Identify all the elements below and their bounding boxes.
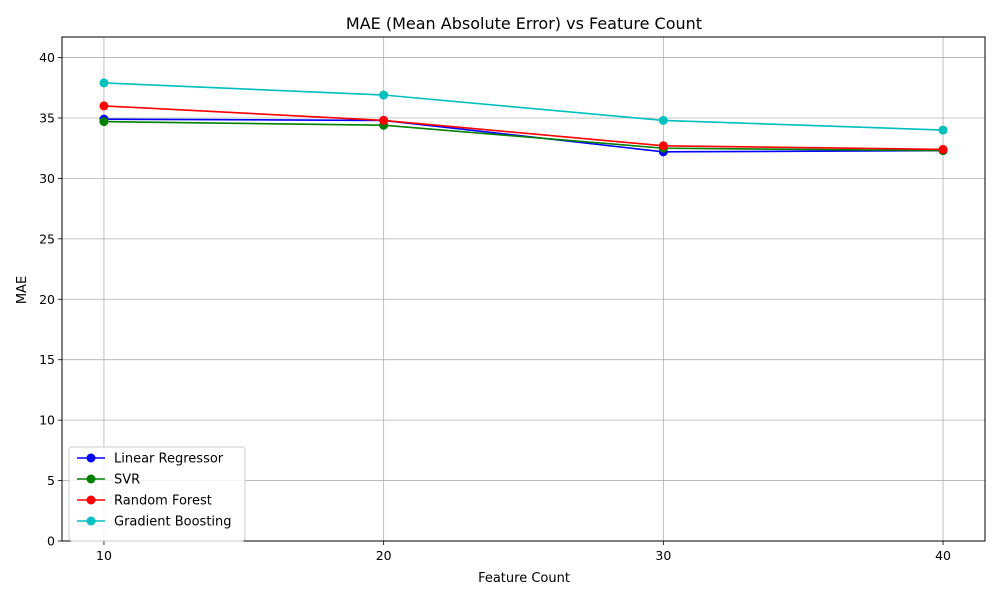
y-tick-label: 0 [47, 534, 55, 549]
series-svr [99, 117, 948, 156]
data-point-random-forest [379, 115, 389, 125]
y-tick-label: 5 [47, 473, 55, 488]
legend-item: Linear Regressor [77, 452, 224, 467]
series-line-random-forest [103, 105, 944, 151]
data-point-gradient-boosting [938, 125, 948, 135]
legend-swatch-marker [86, 453, 96, 463]
y-tick-label: 20 [39, 292, 55, 307]
data-point-gradient-boosting [379, 90, 389, 100]
series-line-gradient-boosting [103, 82, 944, 131]
series-line-linear-regressor [103, 118, 944, 153]
legend-item: Gradient Boosting [77, 515, 232, 530]
x-tick-label: 10 [96, 548, 112, 563]
data-point-gradient-boosting [658, 115, 668, 125]
legend-item: Random Forest [77, 494, 212, 509]
series-line-svr [103, 120, 944, 152]
legend: Linear Regressor SVR Random Forest Gradient… [68, 446, 246, 542]
y-tick-label: 35 [39, 110, 55, 125]
x-axis-ticks: 10 20 30 40 [96, 541, 951, 563]
legend-swatch-marker [86, 516, 96, 526]
data-point-svr [99, 117, 109, 127]
y-tick-label: 25 [39, 231, 55, 246]
data-point-random-forest [99, 101, 109, 111]
x-tick-label: 40 [935, 548, 951, 563]
legend-label: Random Forest [114, 494, 212, 509]
series-random-forest [99, 101, 948, 154]
y-tick-label: 15 [39, 352, 55, 367]
x-tick-label: 20 [376, 548, 392, 563]
legend-label: SVR [114, 473, 140, 488]
legend-label: Gradient Boosting [114, 515, 232, 530]
series-gradient-boosting [99, 78, 948, 135]
legend-item: SVR [77, 473, 140, 488]
y-tick-label: 40 [39, 50, 55, 65]
legend-box [68, 446, 246, 542]
y-tick-label: 10 [39, 413, 55, 428]
plot-frame [61, 36, 986, 542]
data-point-gradient-boosting [99, 78, 109, 88]
data-point-random-forest [658, 141, 668, 151]
x-axis-label: Feature Count [478, 571, 570, 586]
data-point-random-forest [938, 144, 948, 154]
legend-label: Linear Regressor [114, 452, 224, 467]
legend-swatch-marker [86, 474, 96, 484]
y-axis-label: MAE [15, 276, 30, 304]
y-tick-label: 30 [39, 171, 55, 186]
x-tick-label: 30 [655, 548, 671, 563]
chart-title: MAE (Mean Absolute Error) vs Feature Cou… [346, 14, 702, 33]
series-layer [99, 78, 948, 157]
y-axis-ticks: 0 5 10 15 20 25 30 35 40 [39, 50, 62, 549]
legend-swatch-marker [86, 495, 96, 505]
